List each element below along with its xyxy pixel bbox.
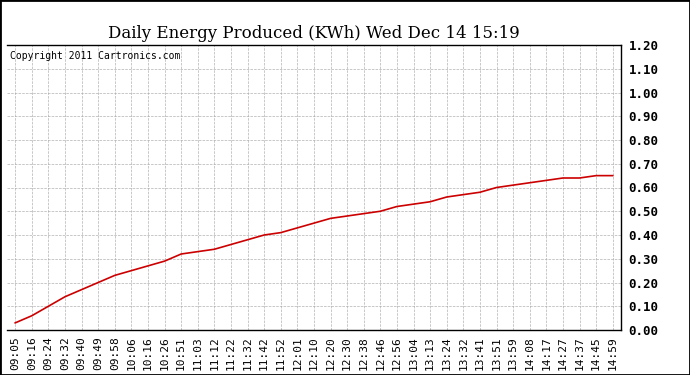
Title: Daily Energy Produced (KWh) Wed Dec 14 15:19: Daily Energy Produced (KWh) Wed Dec 14 1… <box>108 25 520 42</box>
Text: Copyright 2011 Cartronics.com: Copyright 2011 Cartronics.com <box>10 51 180 61</box>
